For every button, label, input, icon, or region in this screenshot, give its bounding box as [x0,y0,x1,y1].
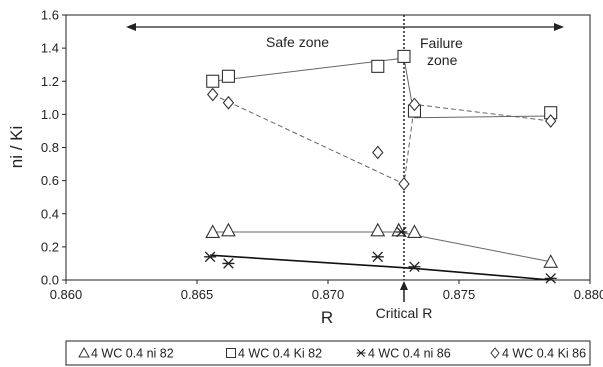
legend-label-series-4: 4 WC 0.4 Ki 86 [502,347,586,361]
legend-marker-series-4 [490,347,500,359]
legend-label-series-3: 4 WC 0.4 ni 86 [368,347,451,361]
legend-marker-series-3 [356,349,366,357]
y-tick-label: 1.6 [41,8,59,23]
y-axis-ticks: 0.0 0.2 0.4 0.6 0.8 1.0 1.2 1.4 1.6 [41,8,66,288]
y-tick-label: 1.4 [41,41,59,56]
series-markers [204,49,559,284]
data-point-series-4 [372,145,384,160]
data-point-series-1 [205,224,221,239]
legend-label-series-1: 4 WC 0.4 ni 82 [91,347,174,361]
x-axis-ticks: 0.860 0.865 0.870 0.875 0.880 [50,280,603,302]
x-tick-label: 0.860 [50,287,83,302]
safe-zone-label: Safe zone [266,34,329,50]
data-point-series-3 [544,273,557,284]
x-tick-label: 0.865 [181,287,214,302]
data-point-series-1 [221,222,236,237]
x-axis-title: R [321,308,333,327]
plot-frame [65,14,591,281]
y-tick-label: 0.0 [41,273,59,288]
y-axis-title: ni / Ki [7,126,26,169]
data-point-series-1 [407,224,422,239]
y-tick-label: 0.6 [41,173,59,188]
data-point-series-2 [371,59,385,73]
plot-area [65,14,591,281]
legend: 4 WC 0.4 ni 82 4 WC 0.4 Ki 82 4 WC 0.4 ni … [65,340,591,366]
legend-items: 4 WC 0.4 ni 82 4 WC 0.4 Ki 82 4 WC 0.4 ni … [78,346,586,361]
data-point-series-4 [544,114,557,128]
series-line-4 [212,94,551,185]
legend-label-series-2: 4 WC 0.4 Ki 82 [238,347,322,361]
data-point-series-2 [397,49,411,63]
data-point-series-1 [543,254,559,268]
data-point-series-2 [206,74,220,88]
data-point-series-1 [370,222,386,237]
data-point-series-3 [408,261,421,273]
critical-r-arrow-head [399,281,408,290]
zone-arrow-left-head [126,23,136,31]
failure-zone-label-line1: Failure [420,35,463,51]
data-point-series-3 [204,251,217,263]
series-line-3 [210,254,551,281]
zone-arrow-right-head [554,23,564,31]
x-tick-label: 0.880 [574,287,603,302]
x-tick-label: 0.870 [312,287,345,302]
data-point-series-2 [221,69,235,83]
data-point-series-3 [395,226,408,238]
legend-marker-series-1 [78,346,90,358]
series-line-2 [212,57,551,119]
legend-marker-series-2 [226,348,236,358]
y-tick-label: 1.2 [41,74,59,89]
data-point-series-4 [398,177,410,191]
data-point-series-4 [408,97,421,112]
x-tick-label: 0.875 [443,287,476,302]
data-point-series-4 [222,95,235,110]
data-point-series-3 [371,251,384,263]
y-tick-label: 1.0 [41,107,59,122]
data-point-series-3 [222,258,235,269]
failure-zone-label-line2: zone [427,52,458,68]
y-tick-label: 0.2 [41,239,59,254]
legend-box [65,340,591,366]
critical-r-label: Critical R [376,305,433,321]
y-tick-label: 0.4 [41,206,59,221]
y-tick-label: 0.8 [41,140,59,155]
data-point-series-4 [207,87,219,102]
